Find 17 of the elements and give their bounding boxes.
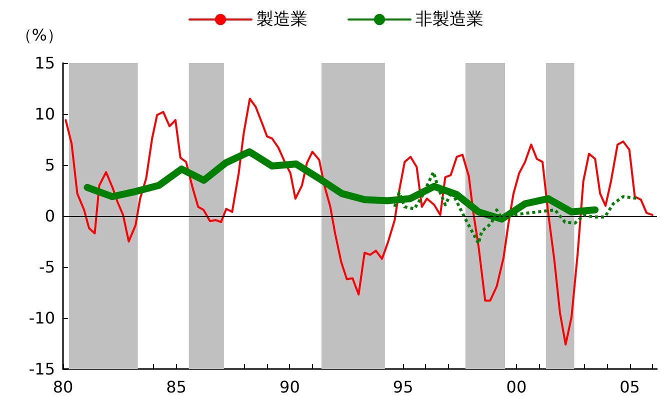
x-tick-label: 05: [620, 378, 640, 396]
y-tick-label: -5: [39, 258, 55, 276]
legend-label: 製造業: [256, 10, 308, 30]
y-axis-title: （%）: [16, 26, 63, 44]
y-tick-label: 0: [44, 206, 55, 226]
y-tick-label: -15: [28, 360, 55, 378]
legend-label: 非製造業: [416, 10, 484, 30]
x-tick-label: 80: [52, 378, 74, 396]
x-tick-label: 90: [280, 378, 300, 396]
x-tick-label: 95: [392, 378, 414, 396]
y-tick-label: 5: [44, 156, 55, 174]
line-series: [64, 98, 654, 346]
x-tick-label: 85: [166, 378, 187, 396]
x-tick-label: 00: [506, 378, 527, 396]
y-tick-label: 15: [34, 54, 55, 72]
y-tick-label: 10: [34, 104, 55, 124]
y-tick-label: -10: [28, 308, 55, 328]
